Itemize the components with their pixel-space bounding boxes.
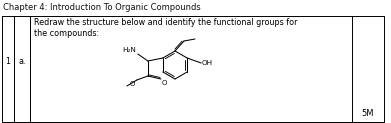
Text: a.: a. — [18, 56, 26, 66]
Text: OH: OH — [202, 60, 213, 66]
Text: 5M: 5M — [362, 109, 374, 118]
Text: Chapter 4: Introduction To Organic Compounds: Chapter 4: Introduction To Organic Compo… — [3, 3, 201, 12]
Text: 1: 1 — [5, 56, 11, 66]
Text: Redraw the structure below and identify the functional groups for
the compounds:: Redraw the structure below and identify … — [34, 18, 298, 38]
Text: O: O — [129, 81, 135, 87]
Text: O: O — [162, 80, 167, 86]
Text: H₂N: H₂N — [122, 47, 136, 53]
